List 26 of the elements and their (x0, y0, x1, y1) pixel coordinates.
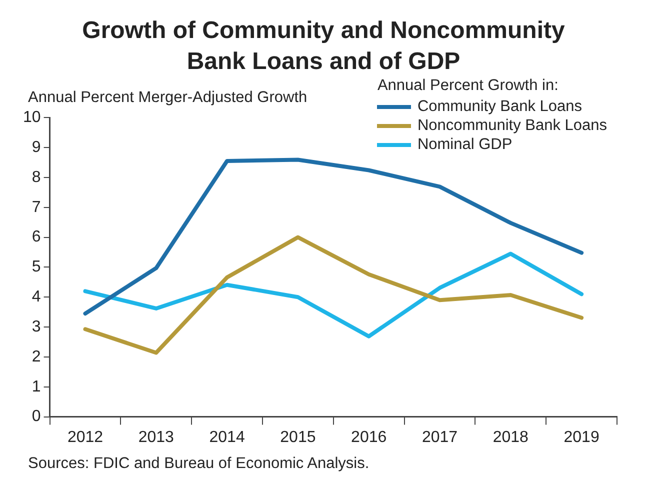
y-tick-label: 5 (32, 258, 41, 276)
x-tick-label: 2019 (564, 428, 600, 446)
x-tick-label: 2014 (209, 428, 245, 446)
source-note: Sources: FDIC and Bureau of Economic Analysis. (28, 455, 370, 473)
y-tick-label: 4 (32, 288, 41, 306)
y-tick-label: 0 (32, 408, 41, 426)
y-tick-label: 8 (32, 168, 41, 186)
y-tick-label: 7 (32, 198, 41, 216)
legend-label: Community Bank Loans (417, 98, 582, 116)
y-tick-label: 3 (32, 318, 41, 336)
y-tick-label: 6 (32, 228, 41, 246)
legend-label: Noncommunity Bank Loans (417, 116, 607, 134)
y-tick-label: 9 (32, 138, 41, 156)
legend-label: Nominal GDP (417, 136, 512, 154)
x-tick-label: 2013 (138, 428, 174, 446)
x-tick-label: 2017 (422, 428, 458, 446)
x-tick-label: 2015 (280, 428, 316, 446)
x-tick-label: 2012 (67, 428, 104, 446)
legend-title: Annual Percent Growth in: (377, 77, 560, 95)
y-tick-label: 2 (32, 348, 41, 366)
x-tick-label: 2016 (351, 428, 387, 446)
y-tick-label: 1 (32, 378, 41, 396)
y-tick-label: 10 (23, 109, 41, 126)
chart-title: Growth of Community and Noncommunity Bank Loans and of GDP (81, 16, 566, 77)
y-axis-title: Annual Percent Merger-Adjusted Growth (28, 89, 308, 107)
x-tick-label: 2018 (492, 428, 529, 446)
